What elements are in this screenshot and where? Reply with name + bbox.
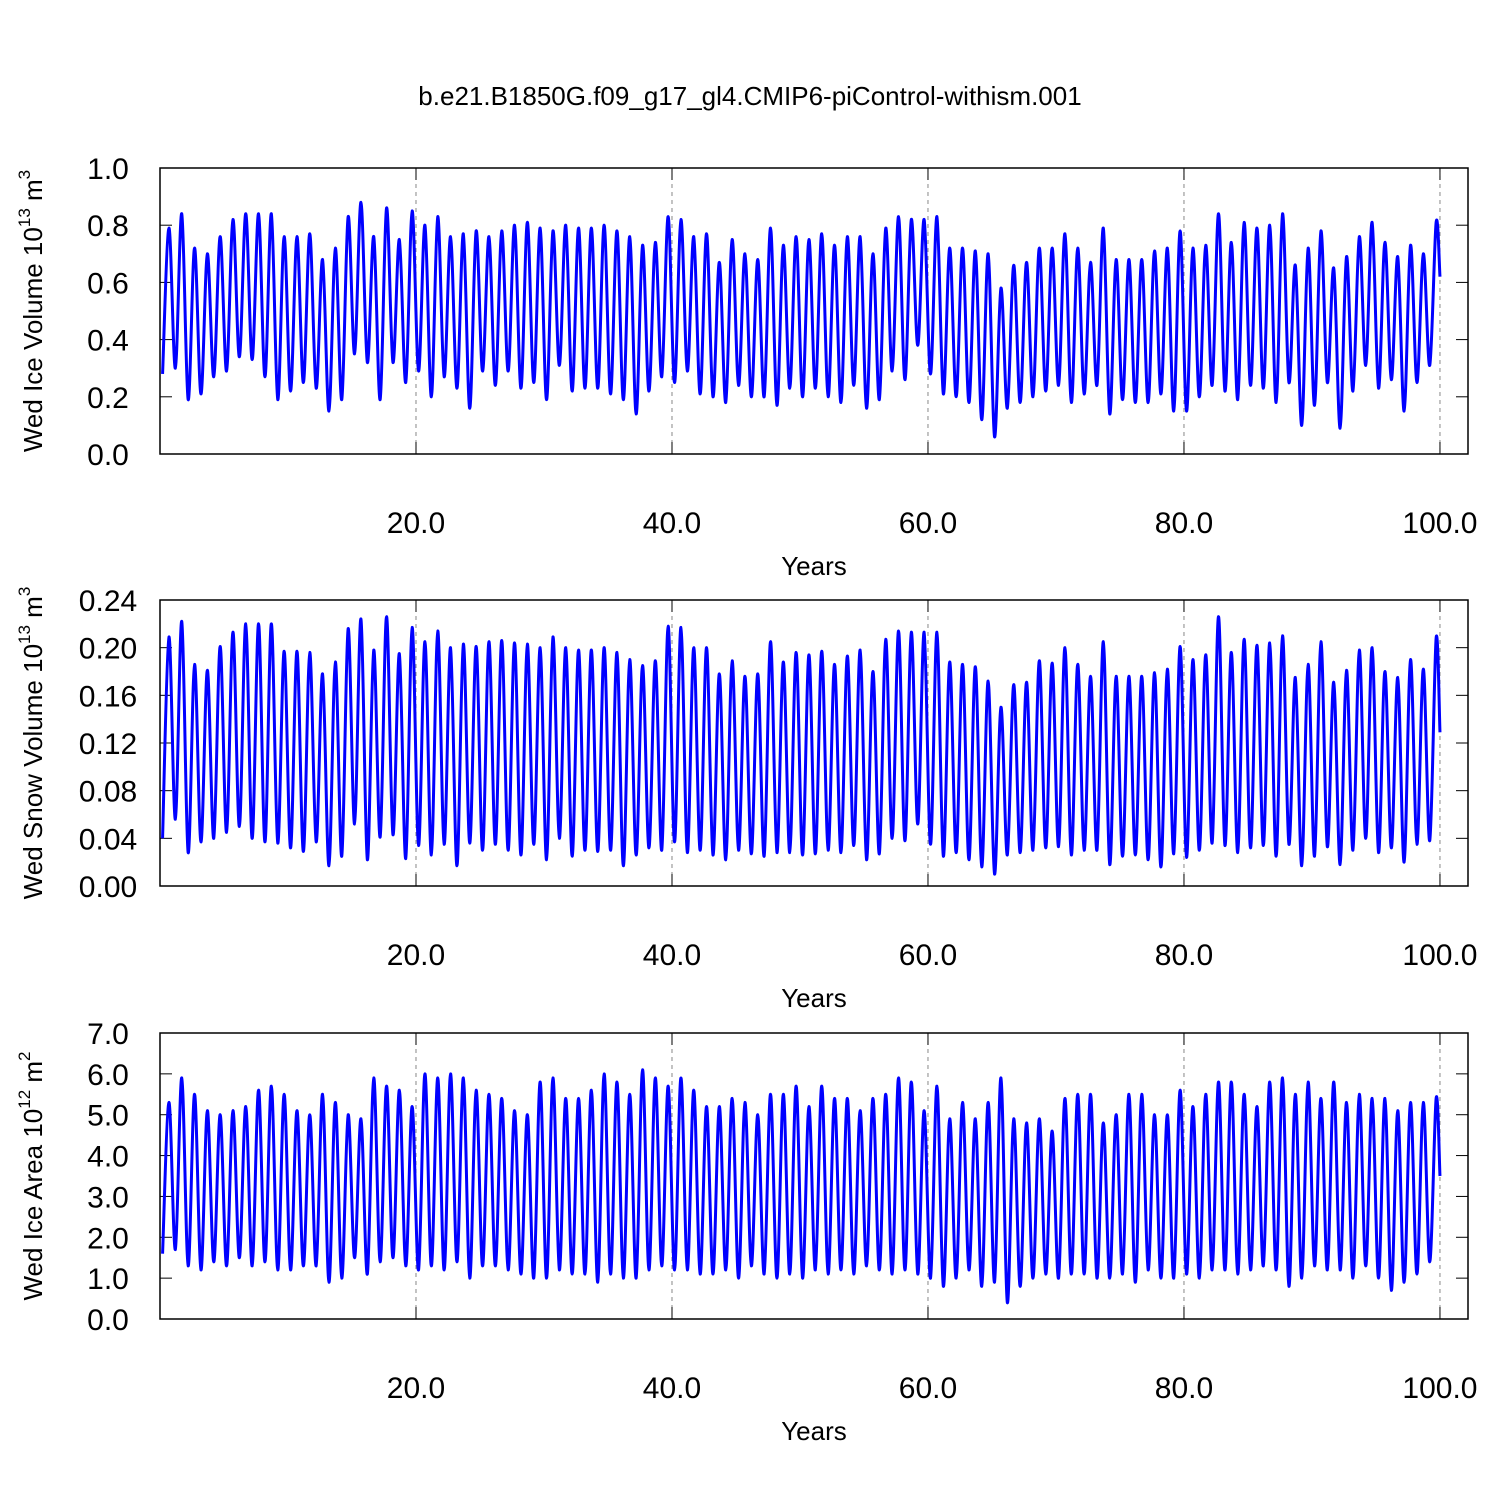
y-axis-label-superscript: 13 bbox=[15, 625, 34, 644]
x-tick-label: 100.0 bbox=[1402, 507, 1477, 540]
x-tick-label: 100.0 bbox=[1402, 939, 1477, 972]
x-tick-label: 40.0 bbox=[643, 1372, 701, 1405]
y-tick-label: 0.0 bbox=[87, 1304, 129, 1337]
y-axis-label-part: Wed Snow Volume 10 bbox=[18, 644, 48, 899]
y-axis-label: Wed Ice Volume 1013 m3 bbox=[15, 170, 48, 452]
y-tick-label: 0.0 bbox=[87, 439, 129, 472]
x-tick-label: 60.0 bbox=[899, 507, 957, 540]
y-axis-label-superscript: 2 bbox=[15, 1051, 34, 1060]
y-axis-label-part: m bbox=[18, 596, 48, 625]
x-axis-label: Years bbox=[781, 983, 847, 1013]
plot-frame bbox=[159, 1032, 1469, 1320]
x-tick-label: 80.0 bbox=[1155, 939, 1213, 972]
figure-title: b.e21.B1850G.f09_g17_gl4.CMIP6-piControl… bbox=[418, 81, 1081, 111]
y-tick-label: 0.4 bbox=[87, 325, 129, 358]
y-axis-label-part: m bbox=[18, 1061, 48, 1090]
y-tick-label: 0.08 bbox=[79, 776, 137, 809]
y-axis-label: Wed Ice Area 1012 m2 bbox=[15, 1051, 48, 1300]
y-tick-label: 0.00 bbox=[79, 871, 137, 904]
y-tick-label: 3.0 bbox=[87, 1181, 129, 1214]
y-axis-label-part: Wed Ice Volume 10 bbox=[18, 227, 48, 452]
y-axis-label-part: m bbox=[18, 179, 48, 208]
x-axis-label: Years bbox=[781, 551, 847, 581]
x-tick-label: 40.0 bbox=[643, 939, 701, 972]
x-tick-label: 20.0 bbox=[387, 1372, 445, 1405]
data-line bbox=[161, 1068, 1442, 1305]
y-tick-label: 0.12 bbox=[79, 728, 137, 761]
y-tick-label: 0.8 bbox=[87, 210, 129, 243]
y-axis-label-part: Wed Ice Area 10 bbox=[18, 1109, 48, 1301]
y-axis-label-superscript: 12 bbox=[15, 1090, 34, 1109]
y-tick-label: 2.0 bbox=[87, 1222, 129, 1255]
plot-frame bbox=[159, 599, 1469, 887]
y-axis-label-superscript: 3 bbox=[15, 587, 34, 596]
y-tick-label: 0.16 bbox=[79, 680, 137, 713]
x-tick-label: 60.0 bbox=[899, 939, 957, 972]
y-axis-label-superscript: 3 bbox=[15, 170, 34, 179]
y-tick-label: 0.6 bbox=[87, 267, 129, 300]
x-tick-label: 20.0 bbox=[387, 939, 445, 972]
y-tick-label: 6.0 bbox=[87, 1059, 129, 1092]
y-axis-label: Wed Snow Volume 1013 m3 bbox=[15, 587, 48, 900]
y-tick-label: 4.0 bbox=[87, 1141, 129, 1174]
x-tick-label: 40.0 bbox=[643, 507, 701, 540]
y-tick-label: 5.0 bbox=[87, 1100, 129, 1133]
y-tick-label: 0.24 bbox=[79, 585, 137, 618]
y-tick-label: 0.20 bbox=[79, 633, 137, 666]
x-tick-label: 100.0 bbox=[1402, 1372, 1477, 1405]
y-tick-label: 7.0 bbox=[87, 1018, 129, 1051]
y-tick-label: 1.0 bbox=[87, 1263, 129, 1296]
data-line bbox=[161, 615, 1442, 876]
y-tick-label: 1.0 bbox=[87, 153, 129, 186]
x-tick-label: 20.0 bbox=[387, 507, 445, 540]
y-tick-label: 0.2 bbox=[87, 382, 129, 415]
x-tick-label: 60.0 bbox=[899, 1372, 957, 1405]
y-axis-label-superscript: 13 bbox=[15, 208, 34, 227]
y-tick-label: 0.04 bbox=[79, 823, 137, 856]
data-line bbox=[161, 200, 1442, 439]
x-tick-label: 80.0 bbox=[1155, 507, 1213, 540]
x-axis-label: Years bbox=[781, 1416, 847, 1446]
x-tick-label: 80.0 bbox=[1155, 1372, 1213, 1405]
plot-frame bbox=[159, 167, 1469, 455]
